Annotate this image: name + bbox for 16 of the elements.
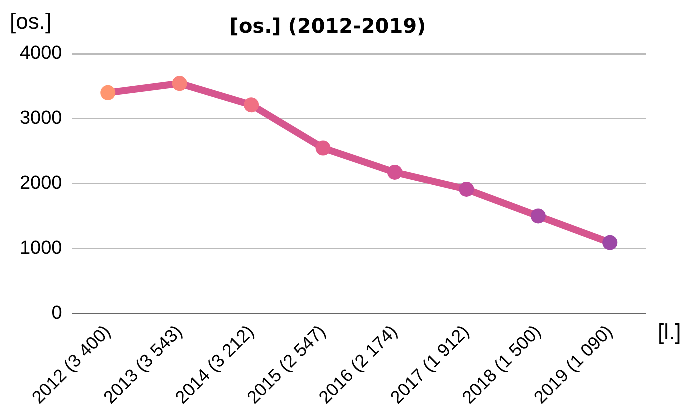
point [100, 85, 116, 100]
y-tick-label: 0 [52, 302, 62, 324]
y-tick-label: 2000 [20, 173, 62, 194]
chart-title: [os.] (2012-2019) [230, 14, 426, 38]
y-axis-title: [os.] [10, 9, 52, 34]
point [530, 208, 546, 224]
point [172, 76, 188, 92]
x-axis-title: [l.] [658, 320, 682, 345]
point [316, 140, 331, 156]
y-tick-label: 4000 [20, 43, 62, 64]
y-tick-label: 3000 [20, 108, 62, 130]
point [387, 164, 402, 180]
point [459, 182, 474, 197]
y-tick-label: 1000 [20, 238, 62, 259]
point [602, 235, 618, 250]
point [244, 98, 260, 113]
